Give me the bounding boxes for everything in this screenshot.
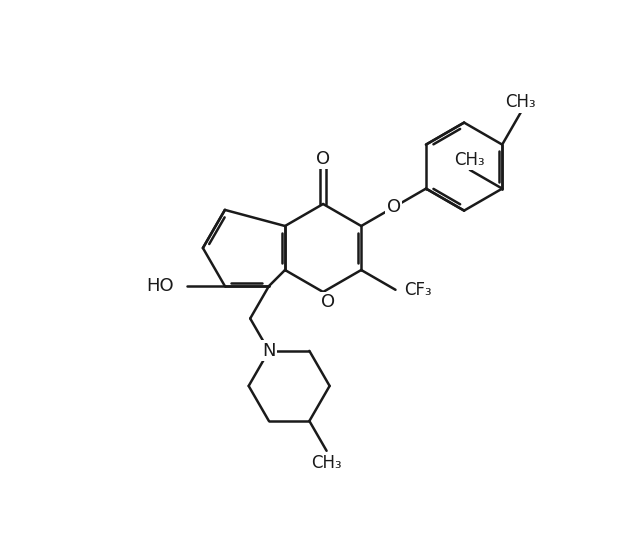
Text: CH₃: CH₃ bbox=[454, 151, 485, 169]
Text: O: O bbox=[316, 150, 330, 167]
Text: O: O bbox=[321, 293, 335, 311]
Text: O: O bbox=[387, 198, 401, 216]
Text: HO: HO bbox=[146, 277, 173, 295]
Text: CH₃: CH₃ bbox=[506, 93, 536, 111]
Text: CF₃: CF₃ bbox=[404, 281, 431, 299]
Text: CH₃: CH₃ bbox=[311, 454, 342, 472]
Text: N: N bbox=[262, 342, 276, 360]
